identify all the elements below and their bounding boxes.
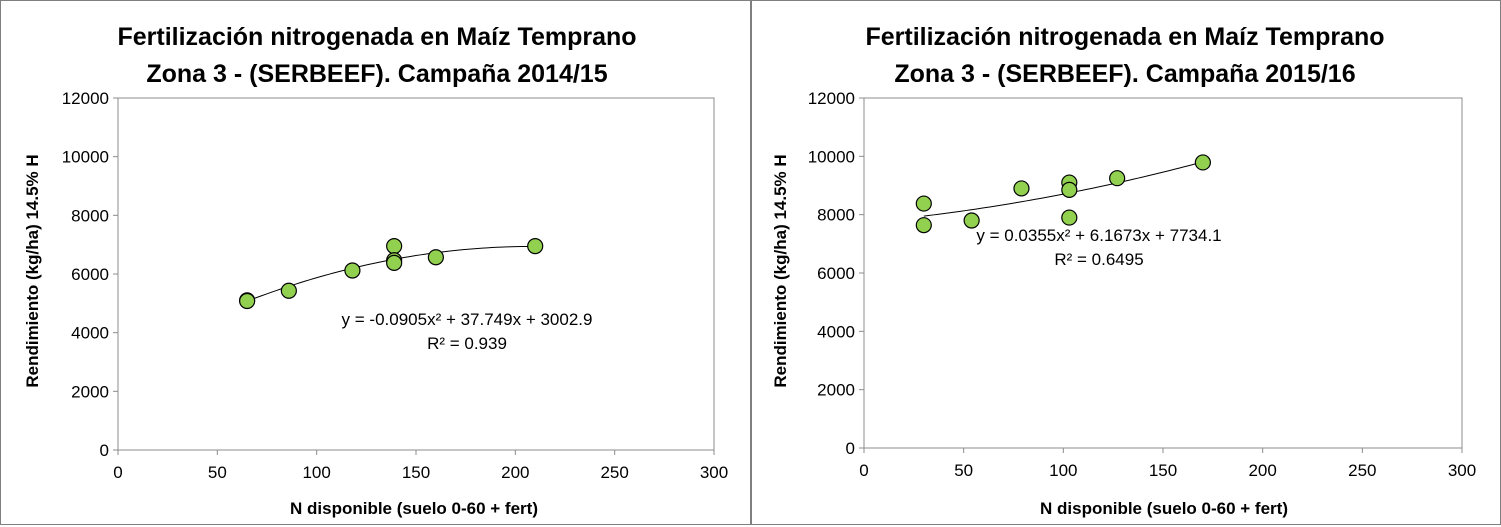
plot-area: 0 2000 4000 6000 8000 10000 12000 0 50 100 150 200 2… (808, 89, 1476, 480)
x-tick-label: 150 (402, 463, 430, 482)
r-squared: R² = 0.939 (427, 334, 507, 353)
data-point (386, 238, 403, 255)
plot-frame (117, 97, 715, 451)
y-axis-label: Rendimiento (kg/ha) 14.5% H (23, 154, 42, 387)
x-tick-label: 50 (208, 463, 227, 482)
y-tick-label: 6000 (71, 265, 109, 284)
data-point (527, 238, 544, 255)
trendline-equation: y = -0.0905x² + 37.749x + 3002.9 (342, 310, 593, 329)
y-tick-label: 0 (846, 439, 855, 458)
data-point (963, 212, 980, 229)
data-point (1061, 181, 1078, 198)
x-tick-label: 200 (501, 463, 529, 482)
data-point (239, 292, 256, 310)
x-axis-label: N disponible (suelo 0-60 + fert) (1040, 499, 1288, 518)
x-tick-label: 0 (859, 461, 868, 480)
r-squared: R² = 0.6495 (1054, 250, 1143, 269)
chart-panel-2015-16: Fertilización nitrogenada en Maíz Tempra… (751, 0, 1501, 525)
plot-area: 0 2000 4000 6000 8000 10000 12000 0 50 100 150 200 2… (62, 89, 728, 482)
y-tick-label: 6000 (817, 264, 855, 283)
y-tick-label: 0 (100, 441, 109, 460)
data-point (344, 262, 361, 279)
x-tick-label: 100 (1049, 461, 1077, 480)
x-axis-label: N disponible (suelo 0-60 + fert) (290, 499, 538, 518)
y-tick-label: 2000 (71, 382, 109, 401)
x-tick-label: 100 (302, 463, 330, 482)
x-tick-label: 150 (1149, 461, 1177, 480)
x-tick-label: 50 (954, 461, 973, 480)
data-point (915, 217, 932, 234)
data-point (1013, 180, 1030, 197)
y-tick-label: 12000 (62, 89, 109, 108)
plot-frame (863, 97, 1463, 449)
scatter-chart-2015-16: Fertilización nitrogenada en Maíz Tempra… (771, 23, 1476, 518)
trendline-equation: y = 0.0355x² + 6.1673x + 7734.1 (976, 226, 1221, 245)
x-tick-label: 300 (700, 463, 728, 482)
chart-title-line1: Fertilización nitrogenada en Maíz Tempra… (865, 23, 1384, 51)
data-point (427, 249, 444, 266)
scatter-chart-2014-15: Fertilización nitrogenada en Maíz Tempra… (23, 23, 728, 518)
y-tick-label: 12000 (808, 89, 855, 108)
y-tick-label: 8000 (71, 206, 109, 225)
y-tick-label: 10000 (62, 148, 109, 167)
data-point (280, 282, 297, 299)
chart-panel-2014-15: Fertilización nitrogenada en Maíz Tempra… (0, 0, 751, 525)
chart-title-line2: Zona 3 - (SERBEEF). Campaña 2014/15 (146, 60, 607, 88)
x-tick-label: 200 (1248, 461, 1276, 480)
chart-title-line2: Zona 3 - (SERBEEF). Campaña 2015/16 (894, 60, 1355, 88)
y-tick-label: 10000 (808, 147, 855, 166)
data-point (1194, 154, 1211, 171)
x-tick-label: 250 (1348, 461, 1376, 480)
data-point (1109, 170, 1126, 187)
y-tick-label: 8000 (817, 206, 855, 225)
chart-title-line1: Fertilización nitrogenada en Maíz Tempra… (117, 23, 636, 51)
data-point (915, 195, 932, 212)
y-tick-label: 4000 (817, 322, 855, 341)
y-axis-label: Rendimiento (kg/ha) 14.5% H (771, 154, 790, 387)
data-point (1061, 209, 1078, 226)
x-tick-label: 300 (1448, 461, 1476, 480)
y-tick-label: 2000 (817, 381, 855, 400)
x-tick-label: 250 (600, 463, 628, 482)
x-tick-label: 0 (113, 463, 122, 482)
data-point (386, 254, 403, 271)
y-tick-label: 4000 (71, 324, 109, 343)
